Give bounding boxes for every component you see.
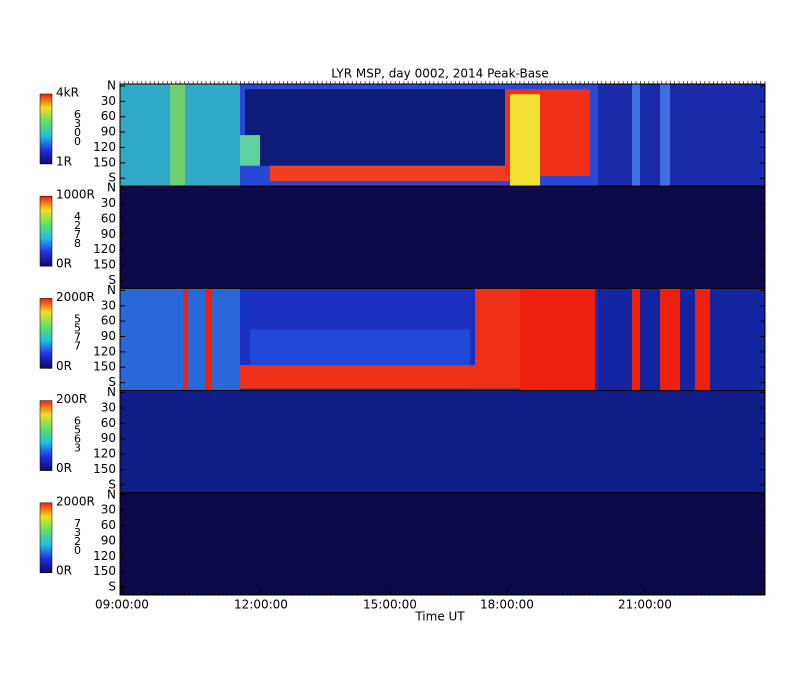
y-tick-label: S bbox=[108, 171, 116, 185]
colorbar-min-label: 0R bbox=[56, 461, 72, 475]
y-tick-label: N bbox=[107, 487, 116, 501]
y-tick-label: S bbox=[108, 273, 116, 287]
keogram-feature bbox=[170, 84, 185, 187]
keogram-image bbox=[120, 186, 765, 289]
keogram-feature bbox=[510, 94, 540, 187]
y-tick-label: 150 bbox=[93, 258, 116, 272]
y-tick-label: 60 bbox=[101, 109, 116, 123]
wavelength-label: 5577 bbox=[71, 312, 84, 349]
wavelength-label: 4278 bbox=[71, 210, 84, 247]
chart-title: LYR MSP, day 0002, 2014 Peak-Base bbox=[331, 67, 548, 81]
keogram-feature bbox=[640, 288, 660, 391]
keogram-feature bbox=[240, 135, 260, 166]
keogram-feature bbox=[205, 288, 212, 391]
colorbar bbox=[39, 93, 53, 165]
x-tick-label: 12:00:00 bbox=[234, 598, 288, 612]
y-tick-label: 90 bbox=[101, 431, 116, 445]
keogram-feature bbox=[183, 288, 188, 391]
y-tick-label: N bbox=[107, 283, 116, 297]
y-tick-label: S bbox=[108, 580, 116, 594]
y-tick-label: 120 bbox=[93, 549, 116, 563]
x-tick-label: 18:00:00 bbox=[480, 598, 534, 612]
colorbar bbox=[39, 502, 53, 574]
y-tick-label: 60 bbox=[101, 518, 116, 532]
keogram-feature bbox=[475, 288, 520, 389]
x-tick-label: 15:00:00 bbox=[363, 598, 417, 612]
keogram-feature bbox=[270, 165, 520, 182]
y-tick-label: 60 bbox=[101, 314, 116, 328]
x-tick-label: 21:00:00 bbox=[618, 598, 672, 612]
y-tick-label: N bbox=[107, 385, 116, 399]
colorbar-max-label: 2000R bbox=[56, 494, 95, 508]
y-tick-label: 30 bbox=[101, 196, 116, 210]
y-tick-label: 120 bbox=[93, 242, 116, 256]
keogram-feature bbox=[250, 329, 470, 366]
y-tick-label: 60 bbox=[101, 211, 116, 225]
colorbar-min-label: 0R bbox=[56, 563, 72, 577]
keogram-feature bbox=[598, 288, 765, 391]
y-tick-label: 150 bbox=[93, 564, 116, 578]
colorbar bbox=[39, 195, 53, 267]
keogram-image bbox=[120, 492, 765, 595]
x-axis-label: Time UT bbox=[414, 610, 465, 624]
keogram-image bbox=[120, 390, 765, 493]
keogram-feature bbox=[598, 84, 765, 187]
y-tick-label: 60 bbox=[101, 416, 116, 430]
colorbar bbox=[39, 400, 53, 471]
colorbar-max-label: 4kR bbox=[56, 86, 79, 100]
y-tick-label: 90 bbox=[101, 329, 116, 343]
y-tick-label: 120 bbox=[93, 140, 116, 154]
colorbar bbox=[39, 298, 53, 369]
y-tick-label: N bbox=[107, 181, 116, 195]
colorbar-min-label: 0R bbox=[56, 359, 72, 373]
keogram-feature bbox=[245, 89, 520, 166]
y-tick-label: N bbox=[107, 79, 116, 93]
colorbar-max-label: 2000R bbox=[56, 290, 95, 304]
colorbar-min-label: 1R bbox=[56, 155, 72, 169]
y-tick-label: 30 bbox=[101, 400, 116, 414]
y-tick-label: 30 bbox=[101, 94, 116, 108]
wavelength-label: 7320 bbox=[71, 517, 84, 554]
y-tick-label: 120 bbox=[93, 447, 116, 461]
y-tick-label: 30 bbox=[101, 503, 116, 517]
keogram-feature bbox=[520, 288, 595, 391]
keogram-feature bbox=[240, 365, 520, 389]
colorbar-min-label: 0R bbox=[56, 257, 72, 271]
colorbar-max-label: 200R bbox=[56, 392, 87, 406]
colorbar-max-label: 1000R bbox=[56, 188, 95, 202]
keogram-feature bbox=[632, 84, 640, 187]
y-tick-label: S bbox=[108, 375, 116, 389]
y-tick-label: 150 bbox=[93, 462, 116, 476]
y-tick-label: S bbox=[108, 477, 116, 491]
y-tick-label: 30 bbox=[101, 298, 116, 312]
wavelength-label: 6563 bbox=[71, 415, 84, 452]
y-tick-label: 150 bbox=[93, 360, 116, 374]
keogram-feature bbox=[660, 84, 670, 187]
y-tick-label: 150 bbox=[93, 155, 116, 169]
y-tick-label: 90 bbox=[101, 125, 116, 139]
keogram-feature bbox=[120, 288, 240, 391]
y-tick-label: 90 bbox=[101, 227, 116, 241]
keogram-feature bbox=[695, 288, 710, 391]
y-tick-label: 120 bbox=[93, 344, 116, 358]
y-tick-label: 90 bbox=[101, 533, 116, 547]
wavelength-label: 6300 bbox=[71, 108, 84, 145]
x-tick-label: 09:00:00 bbox=[95, 598, 149, 612]
